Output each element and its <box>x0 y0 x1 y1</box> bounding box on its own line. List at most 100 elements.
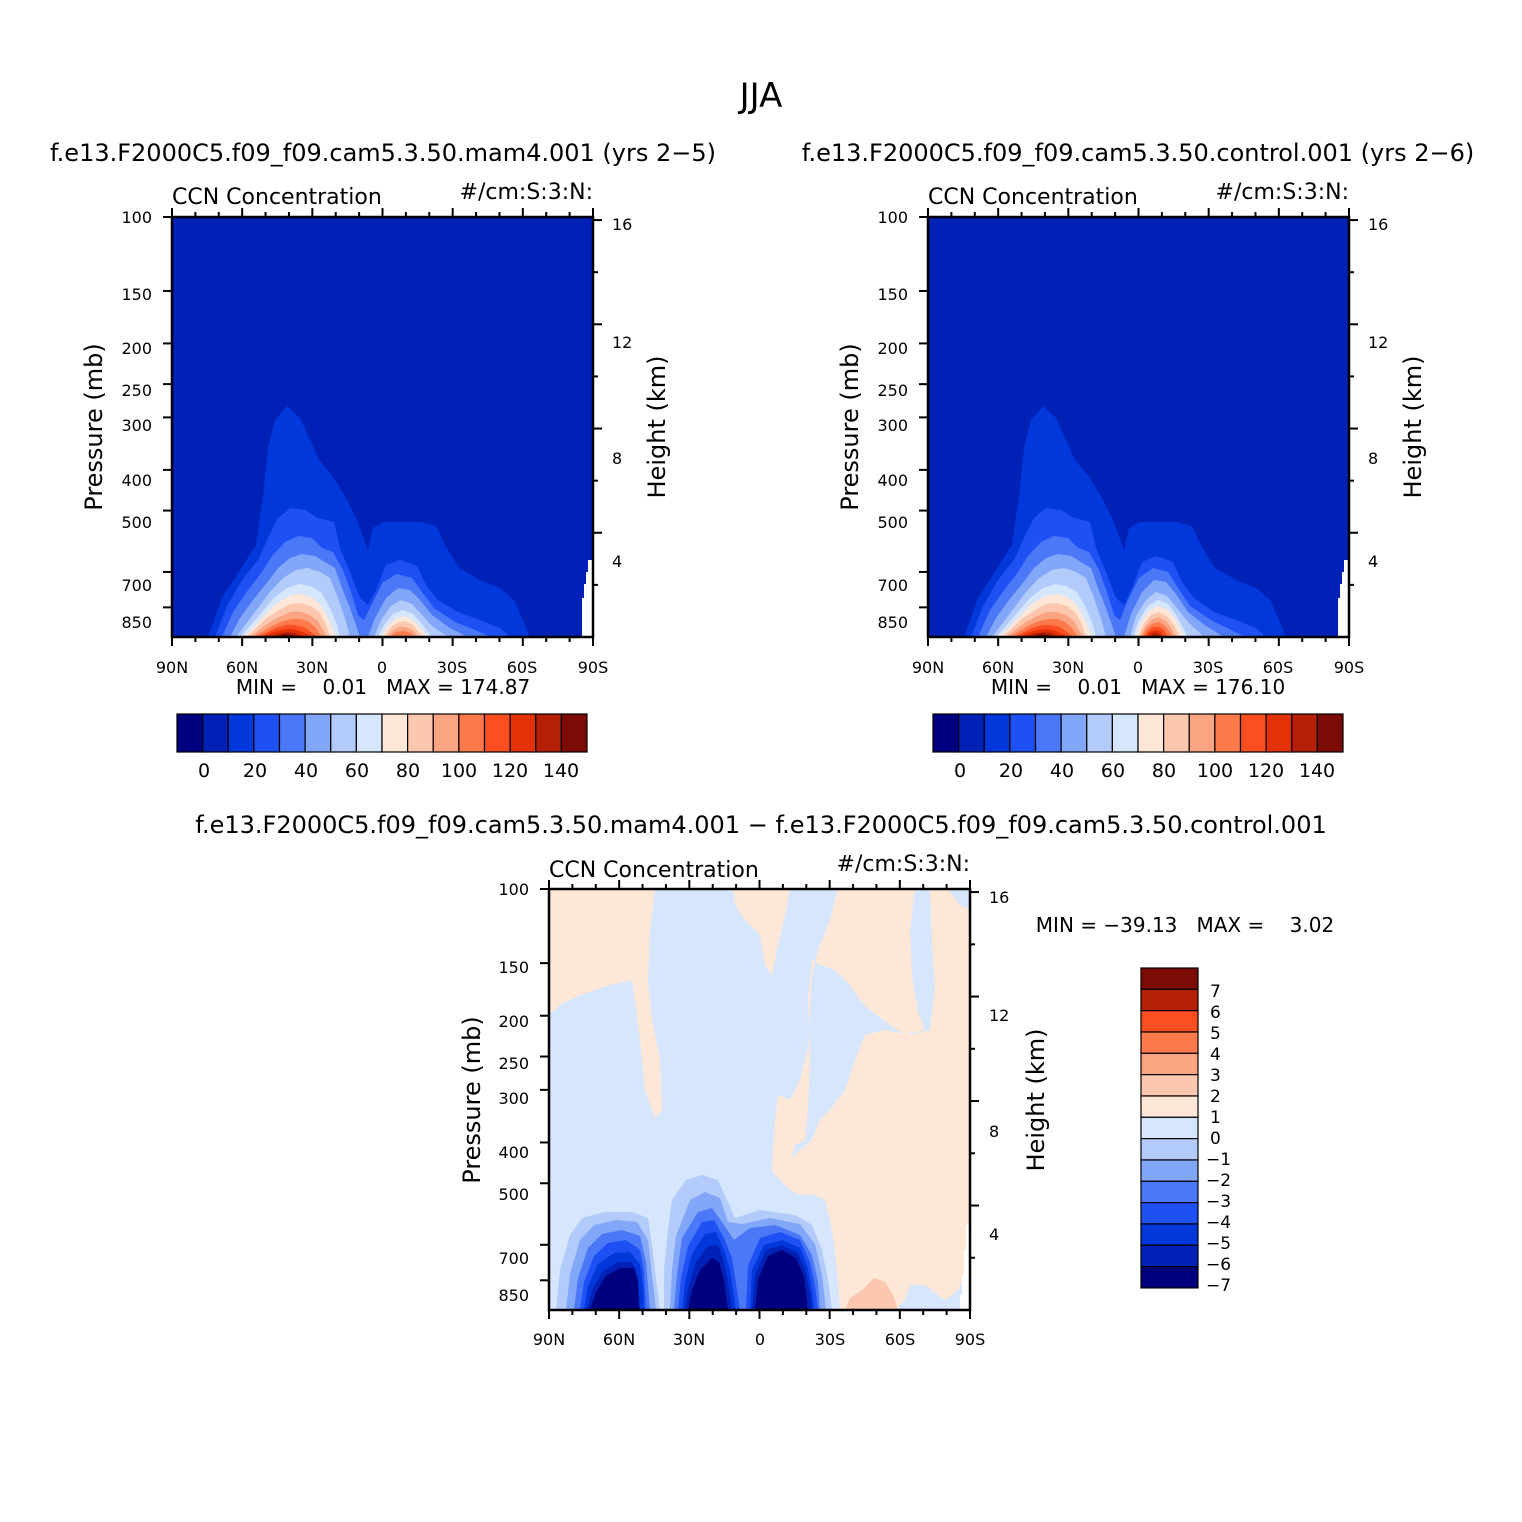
x-tick-label: 60N <box>982 658 1014 677</box>
colorbar-box <box>1140 1202 1199 1225</box>
y-axis-title: Pressure (mb) <box>458 1016 486 1183</box>
colorbar-box <box>278 713 306 753</box>
y-tick-label: 850 <box>498 1286 529 1305</box>
colorbar-box <box>381 713 409 753</box>
y-tick-label: 200 <box>121 339 152 358</box>
y2-tick-label: 4 <box>989 1225 999 1244</box>
colorbar-label: −2 <box>1206 1171 1231 1191</box>
x-tick-label: 90S <box>1334 658 1365 677</box>
x-tick-label: 60S <box>1263 658 1294 677</box>
contour-fill <box>845 1278 898 1310</box>
x-tick-label: 60S <box>507 658 538 677</box>
colorbar-label: 60 <box>1101 760 1125 782</box>
panel-units-label: #/cm:S:3:N: <box>837 852 970 877</box>
colorbar-box <box>1140 1074 1199 1097</box>
contour-fill <box>780 889 970 1310</box>
contour-fill <box>755 1250 808 1310</box>
panel-case-title: f.e13.F2000C5.f09_f09.cam5.3.50.control.… <box>802 139 1475 167</box>
colorbar-box <box>1034 713 1062 753</box>
colorbar-box <box>1239 713 1267 753</box>
colorbar-label: 80 <box>1152 760 1176 782</box>
y-tick-label: 850 <box>877 613 908 632</box>
colorbar-box <box>483 713 511 753</box>
contour-fill <box>948 889 970 910</box>
colorbar-label: 0 <box>954 760 966 782</box>
y-tick-label: 500 <box>877 513 908 532</box>
missing-data <box>960 1225 970 1310</box>
panel-left-label: CCN Concentration <box>549 858 759 883</box>
y-tick-label: 100 <box>498 880 529 899</box>
y-tick-label: 100 <box>121 208 152 227</box>
colorbar-label: 140 <box>1299 760 1335 782</box>
colorbar-box <box>1188 713 1216 753</box>
panel-case-title: f.e13.F2000C5.f09_f09.cam5.3.50.mam4.001… <box>50 139 716 167</box>
colorbar-label: 80 <box>396 760 420 782</box>
colorbar-label: 6 <box>1210 1003 1221 1023</box>
colorbar-box <box>1140 1244 1199 1268</box>
colorbar-box <box>1163 713 1190 753</box>
colorbar-label: 20 <box>243 760 267 782</box>
min-max-label: MIN = −39.13 MAX = 3.02 <box>1036 913 1334 937</box>
x-tick-label: 90N <box>533 1330 565 1349</box>
colorbar-box <box>458 713 486 753</box>
colorbar-label: 5 <box>1210 1024 1221 1044</box>
y-tick-label: 250 <box>121 381 152 400</box>
colorbar-box <box>202 713 229 753</box>
colorbar-label: 7 <box>1210 982 1221 1002</box>
colorbar-box <box>1009 713 1037 753</box>
y2-axis-title: Height (km) <box>643 356 671 499</box>
axes: 90N 60N 30N 0 30S 60S 90S 100 150 200 25… <box>836 208 1427 677</box>
x-tick-label: 60N <box>226 658 258 677</box>
y-tick-label: 400 <box>877 471 908 490</box>
y2-axis-title: Height (km) <box>1022 1029 1050 1172</box>
colorbar-box <box>958 713 985 753</box>
colorbar-label: −5 <box>1206 1234 1231 1254</box>
panel-units-label: #/cm:S:3:N: <box>1216 180 1349 205</box>
colorbar-box <box>1316 713 1344 753</box>
y-tick-label: 150 <box>121 285 152 304</box>
colorbar-box <box>432 713 460 753</box>
y-tick-label: 150 <box>877 285 908 304</box>
colorbar-label: 20 <box>999 760 1023 782</box>
colorbar-box <box>1140 1095 1199 1118</box>
y-tick-label: 100 <box>877 208 908 227</box>
colorbar-box <box>1060 713 1088 753</box>
x-tick-label: 0 <box>1133 658 1143 677</box>
axes: 90N 60N 30N 0 30S 60S 90S 100 150 200 25… <box>80 208 671 677</box>
colorbar-box <box>1140 1010 1199 1033</box>
colorbar-label: 100 <box>1197 760 1233 782</box>
missing-data <box>1338 560 1349 637</box>
x-tick-label: 90S <box>578 658 609 677</box>
colorbar: 7 6 5 4 3 2 1 0 −1 −2 −3 −4 −5 −6 −7 <box>1140 967 1231 1296</box>
x-tick-label: 30S <box>1193 658 1224 677</box>
y-tick-label: 300 <box>498 1089 529 1108</box>
colorbar-label: 2 <box>1210 1087 1221 1107</box>
x-tick-label: 0 <box>377 658 387 677</box>
panel-units-label: #/cm:S:3:N: <box>460 180 593 205</box>
panel-left-label: CCN Concentration <box>172 185 382 210</box>
colorbar: 0 20 40 60 80 100 120 140 <box>176 713 588 782</box>
colorbar-label: 1 <box>1210 1108 1221 1128</box>
panel-mam4: f.e13.F2000C5.f09_f09.cam5.3.50.mam4.001… <box>50 139 716 782</box>
colorbar-box <box>560 713 588 753</box>
colorbar-label: 0 <box>198 760 210 782</box>
y2-axis-title: Height (km) <box>1399 356 1427 499</box>
colorbar-box <box>355 713 383 753</box>
colorbar-box <box>1140 1031 1199 1054</box>
contour-field <box>549 889 970 1310</box>
y2-tick-label: 4 <box>612 552 622 571</box>
panel-left-label: CCN Concentration <box>928 185 1138 210</box>
y-tick-label: 200 <box>498 1012 529 1031</box>
colorbar-box <box>932 713 960 753</box>
colorbar-label: −3 <box>1206 1192 1231 1212</box>
colorbar-box <box>1111 713 1139 753</box>
colorbar-box <box>983 713 1011 753</box>
x-tick-label: 60N <box>603 1330 635 1349</box>
colorbar-label: 4 <box>1210 1045 1221 1065</box>
colorbar-box <box>227 713 255 753</box>
colorbar-box <box>1291 713 1318 753</box>
x-tick-label: 30N <box>673 1330 705 1349</box>
x-tick-label: 0 <box>755 1330 765 1349</box>
y2-tick-label: 8 <box>1368 449 1378 468</box>
